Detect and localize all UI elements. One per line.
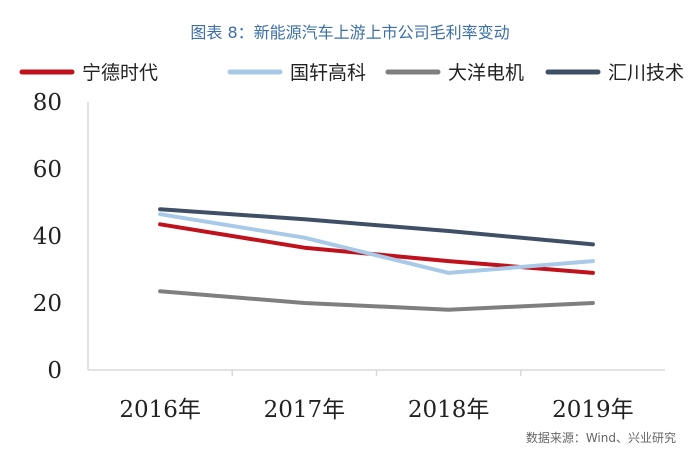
x-tick-labels: 2016年 2017年 2018年 2019年 bbox=[119, 397, 633, 423]
x-tick-label: 2017年 bbox=[264, 397, 346, 423]
legend-label: 国轩高科 bbox=[290, 62, 366, 84]
x-tick-label: 2016年 bbox=[119, 397, 201, 423]
legend-label: 汇川技术 bbox=[608, 62, 684, 84]
y-tick-label: 20 bbox=[33, 291, 62, 317]
series-line-2 bbox=[158, 289, 595, 312]
y-tick-labels: 0 20 40 60 80 bbox=[33, 90, 62, 384]
y-tick-label: 0 bbox=[47, 358, 62, 384]
y-tick-label: 80 bbox=[33, 90, 62, 116]
x-tick-label: 2019年 bbox=[552, 397, 634, 423]
source-note: 数据来源：Wind、兴业研究 bbox=[526, 430, 676, 445]
legend: 宁德时代 国轩高科 大洋电机 汇川技术 bbox=[19, 62, 684, 84]
legend-label: 宁德时代 bbox=[82, 62, 158, 84]
x-tick-label: 2018年 bbox=[408, 397, 490, 423]
series-line-3 bbox=[158, 207, 595, 247]
legend-label: 大洋电机 bbox=[448, 62, 524, 84]
axes bbox=[87, 102, 665, 376]
series-lines bbox=[158, 207, 595, 312]
chart-title: 图表 8：新能源汽车上游上市公司毛利率变动 bbox=[190, 23, 509, 42]
series-line-1 bbox=[158, 212, 595, 275]
y-tick-label: 60 bbox=[33, 157, 62, 183]
y-tick-label: 40 bbox=[33, 224, 62, 250]
